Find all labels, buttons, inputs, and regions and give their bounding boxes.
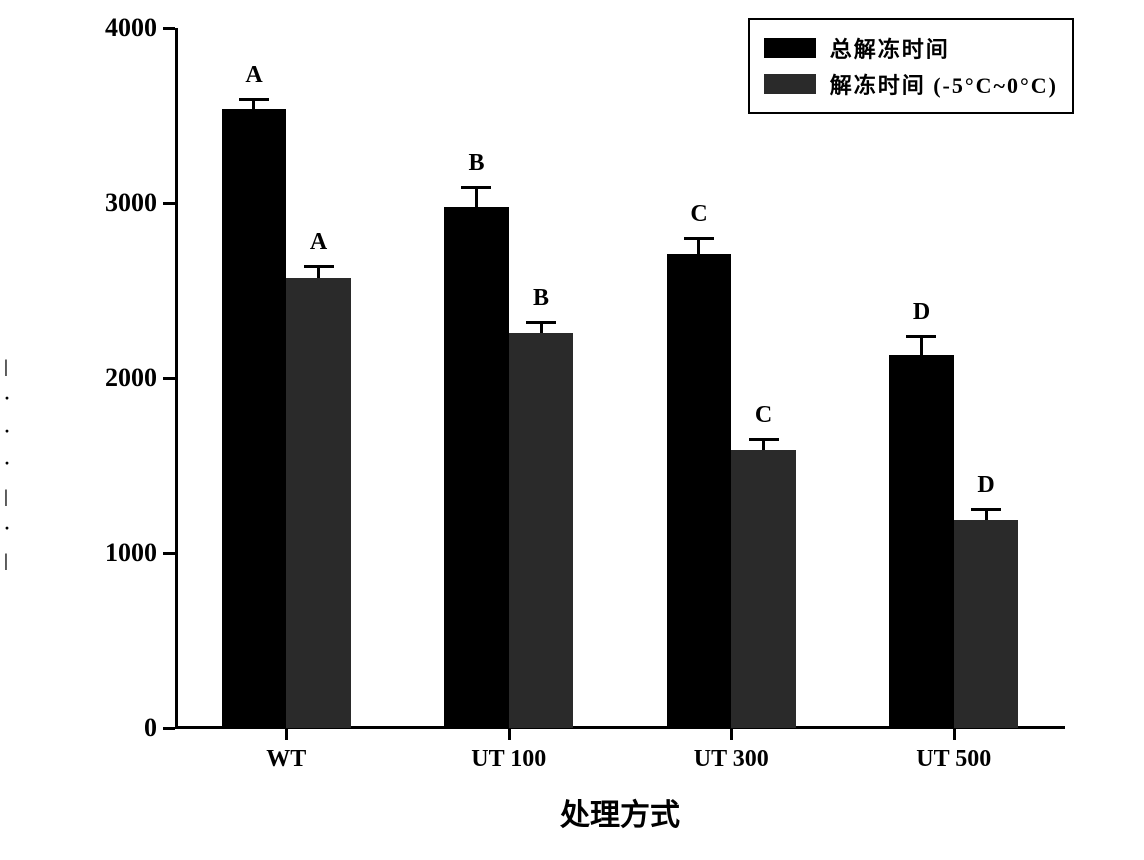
error-bar-cap bbox=[684, 237, 714, 240]
bar bbox=[509, 333, 574, 729]
y-axis-line bbox=[175, 28, 178, 728]
bar bbox=[667, 254, 732, 728]
error-bar-cap bbox=[304, 265, 334, 268]
x-tick-label: UT 100 bbox=[471, 728, 546, 773]
legend-item: 总解冻时间 bbox=[764, 32, 1058, 64]
error-bar-stem bbox=[697, 238, 700, 254]
significance-label: A bbox=[310, 229, 327, 256]
significance-label: D bbox=[977, 472, 994, 499]
bar bbox=[954, 520, 1019, 728]
x-tick-label: UT 500 bbox=[916, 728, 991, 773]
significance-label: C bbox=[690, 201, 707, 228]
error-bar-stem bbox=[475, 187, 478, 206]
y-tick-label: 4000 bbox=[105, 13, 175, 43]
x-tick-label: WT bbox=[266, 728, 306, 773]
legend-swatch bbox=[764, 74, 816, 94]
y-tick-label: 0 bbox=[144, 713, 175, 743]
left-axis-partial-marks: |···|·| bbox=[4, 350, 10, 577]
x-tick-label: UT 300 bbox=[694, 728, 769, 773]
error-bar-cap bbox=[461, 186, 491, 189]
y-tick-label: 3000 bbox=[105, 188, 175, 218]
error-bar-stem bbox=[920, 336, 923, 355]
bar bbox=[889, 355, 954, 728]
y-tick-label: 1000 bbox=[105, 538, 175, 568]
significance-label: B bbox=[468, 150, 484, 177]
significance-label: D bbox=[913, 299, 930, 326]
significance-label: C bbox=[755, 402, 772, 429]
legend-label: 解冻时间 (-5°C~0°C) bbox=[830, 68, 1058, 100]
y-tick-label: 2000 bbox=[105, 363, 175, 393]
legend-swatch bbox=[764, 38, 816, 58]
bar bbox=[731, 450, 796, 728]
bar bbox=[286, 278, 351, 728]
plot-area: 01000200030004000WTAAUT 100BBUT 300CCUT … bbox=[175, 28, 1065, 728]
chart-container: 0 1000 2000 3000 4000 WT A A UT 100 B B UT 300 C C UT … bbox=[0, 0, 1144, 860]
significance-label: B bbox=[533, 285, 549, 312]
error-bar-cap bbox=[906, 335, 936, 338]
legend-item: 解冻时间 (-5°C~0°C) bbox=[764, 68, 1058, 100]
x-axis-title: 处理方式 bbox=[560, 790, 680, 834]
error-bar-cap bbox=[749, 438, 779, 441]
error-bar-cap bbox=[526, 321, 556, 324]
legend: 总解冻时间解冻时间 (-5°C~0°C) bbox=[748, 18, 1074, 114]
significance-label: A bbox=[245, 62, 262, 89]
legend-label: 总解冻时间 bbox=[830, 32, 950, 64]
bar bbox=[222, 109, 287, 729]
error-bar-cap bbox=[239, 98, 269, 101]
error-bar-cap bbox=[971, 508, 1001, 511]
bar bbox=[444, 207, 509, 729]
